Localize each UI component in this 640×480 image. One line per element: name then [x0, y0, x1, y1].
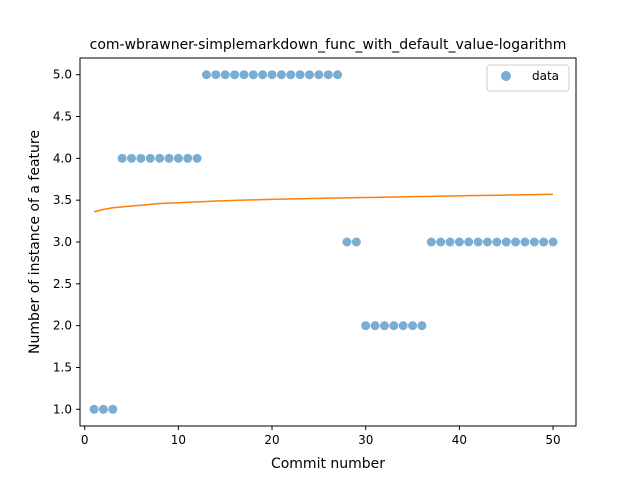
- chart-title: com-wbrawner-simplemarkdown_func_with_de…: [90, 37, 567, 53]
- data-point: [333, 70, 343, 80]
- data-point: [201, 70, 211, 80]
- plot-area: [80, 58, 576, 426]
- data-point: [501, 237, 511, 247]
- data-point-series: [89, 70, 558, 414]
- data-point: [454, 237, 464, 247]
- data-point: [295, 70, 305, 80]
- y-tick-label: 1.5: [53, 360, 72, 374]
- data-point: [492, 237, 502, 247]
- data-point: [145, 153, 155, 163]
- data-point: [389, 321, 399, 331]
- data-point: [173, 153, 183, 163]
- data-point: [417, 321, 427, 331]
- data-point: [248, 70, 258, 80]
- x-axis-label: Commit number: [271, 456, 385, 472]
- y-tick-label: 3.5: [53, 193, 72, 207]
- data-point: [117, 153, 127, 163]
- data-point: [520, 237, 530, 247]
- data-point: [155, 153, 165, 163]
- data-point: [314, 70, 324, 80]
- y-axis-label: Number of instance of a feature: [27, 130, 43, 354]
- data-point: [445, 237, 455, 247]
- data-point: [183, 153, 193, 163]
- axis-ticks: 0 10 20 30 40 50 1.0 1.5 2.0 2.5 3.0 3.5 4.0 4.5 5.0: [53, 68, 561, 447]
- y-tick-label: 4.0: [53, 151, 72, 165]
- data-point: [286, 70, 296, 80]
- plot-frame: [79, 57, 577, 427]
- data-point: [192, 153, 202, 163]
- data-point: [220, 70, 230, 80]
- legend-label-data: data: [532, 69, 559, 83]
- data-point: [408, 321, 418, 331]
- data-point: [267, 70, 277, 80]
- data-point: [127, 153, 137, 163]
- data-point: [323, 70, 333, 80]
- trend-line-series: [93, 193, 554, 213]
- x-tick-label: 10: [171, 433, 186, 447]
- data-point: [164, 153, 174, 163]
- data-point: [511, 237, 521, 247]
- data-point: [529, 237, 539, 247]
- x-tick-label: 40: [452, 433, 467, 447]
- data-point: [305, 70, 314, 80]
- data-point: [239, 70, 249, 80]
- y-tick-label: 2.0: [53, 319, 72, 333]
- legend: data: [486, 64, 570, 92]
- data-point: [211, 70, 221, 80]
- data-point: [98, 404, 108, 414]
- data-point: [464, 237, 474, 247]
- trend-line: [93, 193, 554, 213]
- data-point: [108, 404, 118, 414]
- data-point: [426, 237, 436, 247]
- data-point: [539, 237, 549, 247]
- y-tick-label: 2.5: [53, 277, 72, 291]
- y-tick-label: 3.0: [53, 235, 72, 249]
- data-point: [379, 321, 389, 331]
- y-tick-label: 4.5: [53, 110, 72, 124]
- y-tick-label: 5.0: [53, 68, 72, 82]
- legend-marker: [501, 71, 511, 81]
- x-tick-label: 20: [264, 433, 279, 447]
- data-point: [370, 321, 380, 331]
- x-tick-label: 30: [358, 433, 373, 447]
- data-point: [136, 153, 146, 163]
- x-tick-label: 0: [81, 433, 89, 447]
- data-point: [351, 237, 361, 247]
- data-point: [258, 70, 268, 80]
- data-point: [342, 237, 352, 247]
- x-tick-label: 50: [545, 433, 560, 447]
- data-point: [398, 321, 408, 331]
- data-point: [276, 70, 286, 80]
- data-point: [436, 237, 446, 247]
- data-point: [482, 237, 492, 247]
- data-point: [230, 70, 240, 80]
- data-point: [361, 321, 371, 331]
- data-point: [89, 404, 99, 414]
- y-tick-label: 1.0: [53, 402, 72, 416]
- data-point: [473, 237, 483, 247]
- data-point: [548, 237, 558, 247]
